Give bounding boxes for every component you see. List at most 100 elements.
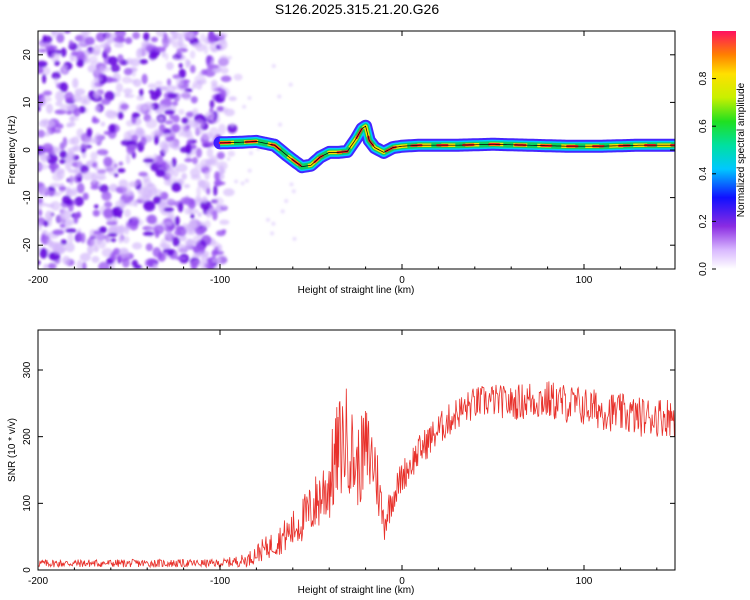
noise-blob <box>47 238 53 248</box>
noise-blob <box>45 103 54 114</box>
noise-blob <box>129 58 141 67</box>
noise-blob <box>106 236 112 244</box>
noise-blob <box>209 126 219 138</box>
noise-blob <box>48 262 57 269</box>
noise-blob <box>152 196 162 205</box>
noise-blob <box>91 256 100 263</box>
noise-blob <box>128 181 138 188</box>
spectrogram-ytick-label: -10 <box>22 190 33 205</box>
noise-blob <box>115 83 123 93</box>
noise-blob <box>182 90 190 98</box>
spectrogram-xtick-label: -100 <box>210 275 230 286</box>
noise-blob <box>230 122 235 127</box>
noise-blob <box>92 44 101 56</box>
noise-blob <box>64 220 72 228</box>
noise-blob <box>192 253 201 258</box>
noise-blob <box>192 235 201 245</box>
noise-blob <box>90 238 100 247</box>
noise-blob <box>136 178 142 185</box>
noise-blob <box>177 130 183 137</box>
noise-blob <box>65 199 74 206</box>
noise-blob <box>76 260 83 269</box>
noise-blob <box>181 173 188 180</box>
noise-blob <box>42 90 53 96</box>
noise-blob <box>187 220 197 232</box>
noise-blob <box>220 75 232 83</box>
noise-blob <box>165 136 174 143</box>
noise-blob <box>58 142 66 152</box>
noise-blob <box>38 164 49 170</box>
noise-blob <box>271 64 276 68</box>
noise-blob <box>38 260 41 265</box>
noise-blob <box>138 171 148 177</box>
noise-blob <box>80 232 86 244</box>
noise-blob <box>207 32 216 44</box>
noise-blob <box>113 225 122 235</box>
spectrogram-ytick-label: 0 <box>22 147 33 153</box>
noise-blob <box>132 31 141 40</box>
noise-blob <box>93 204 99 209</box>
noise-blob <box>212 210 218 221</box>
snr-ytick-label: 100 <box>22 495 33 512</box>
chart-title: S126.2025.315.21.20.G26 <box>275 1 439 17</box>
noise-blob <box>139 88 144 97</box>
noise-blob <box>213 197 224 206</box>
noise-blob <box>92 209 100 217</box>
noise-blob <box>240 181 245 186</box>
noise-blob <box>143 187 151 198</box>
noise-blob <box>90 151 98 161</box>
noise-blob <box>52 246 65 255</box>
noise-blob <box>234 179 239 184</box>
noise-blob <box>66 110 73 115</box>
noise-blob <box>49 126 57 132</box>
noise-blob <box>78 105 86 114</box>
noise-blob <box>155 80 163 86</box>
signal-track-centerline <box>219 125 675 168</box>
noise-blob <box>72 77 79 89</box>
noise-blob <box>178 62 183 69</box>
noise-blob <box>38 222 42 231</box>
spectrogram-ytick-label: 20 <box>22 49 33 61</box>
noise-blob <box>38 246 41 252</box>
noise-blob <box>137 219 144 226</box>
noise-blob <box>196 80 203 90</box>
noise-blob <box>145 118 158 129</box>
noise-blob <box>155 87 162 98</box>
noise-blob <box>188 31 194 40</box>
noise-blob <box>81 152 87 159</box>
noise-blob <box>186 238 194 248</box>
noise-blob <box>217 254 228 265</box>
noise-blob <box>200 33 206 42</box>
noise-blob <box>110 238 117 243</box>
noise-blob <box>74 196 84 207</box>
noise-blob <box>163 85 169 92</box>
noise-blob <box>209 155 219 167</box>
noise-blob <box>211 83 219 93</box>
noise-blob <box>153 153 158 163</box>
noise-blob <box>59 159 66 164</box>
noise-blob <box>175 256 187 261</box>
noise-blob <box>292 236 297 241</box>
noise-blob <box>200 200 212 210</box>
noise-blob <box>145 45 154 53</box>
noise-blob <box>56 33 65 44</box>
noise-blob <box>266 217 270 222</box>
noise-blob <box>108 123 116 133</box>
noise-blob <box>206 147 214 158</box>
noise-blob <box>244 178 249 183</box>
noise-blob <box>213 185 218 197</box>
noise-blob <box>204 111 215 121</box>
noise-blob <box>94 132 102 143</box>
noise-blob <box>71 93 82 103</box>
noise-blob <box>152 263 158 269</box>
noise-blob <box>143 32 150 41</box>
noise-blob <box>49 183 61 188</box>
noise-blob <box>190 261 198 269</box>
noise-blob <box>47 124 53 134</box>
noise-blob <box>110 251 117 262</box>
snr-panel: -200 -100 0 100 0 100 200 300 Height of straigh… <box>7 329 676 596</box>
noise-blob <box>189 64 196 74</box>
noise-blob <box>38 67 44 74</box>
noise-blob <box>51 52 60 63</box>
noise-blob <box>77 232 82 242</box>
